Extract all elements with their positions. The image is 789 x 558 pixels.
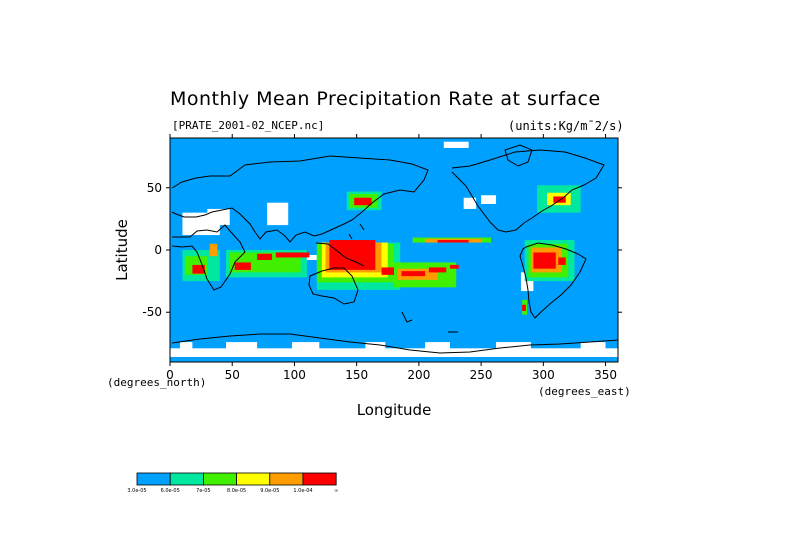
y-tick-label: 50 bbox=[147, 181, 162, 195]
colorbar-label: 8.0e-05 bbox=[227, 488, 246, 494]
precip-cell-4 bbox=[463, 197, 477, 209]
coastlines bbox=[171, 144, 619, 354]
y-axis-label: Latitude bbox=[113, 219, 131, 281]
precip-cell-23 bbox=[553, 196, 566, 203]
x-tick-label: 50 bbox=[225, 368, 240, 382]
x-axis-label: Longitude bbox=[357, 401, 432, 419]
coast-greenland bbox=[504, 144, 533, 167]
file-label: [PRATE_2001-02_NCEP.nc] bbox=[172, 119, 325, 132]
colorbar-label: 1.0e-04 bbox=[293, 488, 312, 494]
precip-cell-2 bbox=[207, 208, 230, 226]
precip-cell-13 bbox=[496, 342, 531, 350]
y-tick-label: 0 bbox=[154, 243, 162, 257]
coast-australia bbox=[308, 267, 359, 305]
colorbar-swatch-4 bbox=[269, 472, 304, 486]
x-tick-label: 200 bbox=[407, 368, 430, 382]
precip-cell-51 bbox=[558, 257, 566, 265]
precip-cell-9 bbox=[226, 342, 258, 350]
colorbar-swatch-0 bbox=[136, 472, 171, 486]
x-tick-label: 0 bbox=[166, 368, 174, 382]
precip-cell-10 bbox=[291, 342, 320, 350]
precip-cell-11 bbox=[365, 342, 386, 350]
precip-cell-8 bbox=[179, 342, 193, 350]
precip-cell-12 bbox=[425, 342, 450, 350]
precip-cell-7 bbox=[170, 348, 618, 358]
x-tick-label: 350 bbox=[594, 368, 617, 382]
precip-cell-41 bbox=[257, 253, 273, 260]
x-tick-label: 250 bbox=[470, 368, 493, 382]
precip-cell-31 bbox=[329, 240, 376, 270]
precip-cell-45 bbox=[192, 264, 205, 274]
precip-cell-3 bbox=[267, 202, 289, 226]
coast-islands bbox=[315, 223, 458, 333]
precip-cell-40 bbox=[234, 262, 251, 270]
colorbar-swatch-2 bbox=[202, 472, 237, 486]
coast-europe-asia bbox=[171, 155, 429, 243]
y-unit-label: (degrees_north) bbox=[107, 376, 206, 389]
precip-cell-50 bbox=[533, 252, 556, 269]
x-tick-label: 150 bbox=[345, 368, 368, 382]
x-tick-label: 300 bbox=[532, 368, 555, 382]
precip-cell-5 bbox=[481, 195, 497, 204]
x-tick-label: 100 bbox=[283, 368, 306, 382]
precip-cell-46 bbox=[209, 243, 218, 257]
precip-cell-36 bbox=[428, 267, 447, 273]
x-unit-label: (degrees_east) bbox=[538, 385, 631, 398]
coast-north-america bbox=[451, 149, 605, 233]
precip-cell-26 bbox=[437, 240, 469, 243]
precip-cell-32 bbox=[381, 267, 404, 275]
colorbar-swatch-3 bbox=[236, 472, 271, 486]
colorbar-swatch-1 bbox=[169, 472, 204, 486]
y-tick-label: -50 bbox=[142, 305, 162, 319]
colorbar-label: 7e-05 bbox=[196, 488, 210, 494]
precip-cell-15 bbox=[443, 141, 469, 148]
coast-antarctica bbox=[171, 333, 619, 354]
colorbar-label: ∞ bbox=[334, 488, 338, 494]
precip-cell-37 bbox=[450, 264, 459, 269]
colorbar-label: 6.0e-05 bbox=[161, 488, 180, 494]
precip-cell-53 bbox=[522, 304, 526, 311]
units-label: (units:Kg/m¯2/s) bbox=[508, 119, 624, 133]
precip-cell-14 bbox=[580, 342, 606, 350]
colorbar-label: 9.0e-05 bbox=[260, 488, 279, 494]
coast-south-america bbox=[519, 242, 587, 319]
precip-cell-42 bbox=[275, 252, 310, 258]
colorbar-label: 3.0e-05 bbox=[127, 488, 146, 494]
coast-africa bbox=[171, 224, 246, 291]
precip-cell-35 bbox=[401, 271, 426, 277]
chart-title: Monthly Mean Precipitation Rate at surfa… bbox=[170, 88, 601, 110]
precip-cell-20 bbox=[354, 197, 372, 206]
colorbar-swatch-5 bbox=[302, 472, 337, 486]
